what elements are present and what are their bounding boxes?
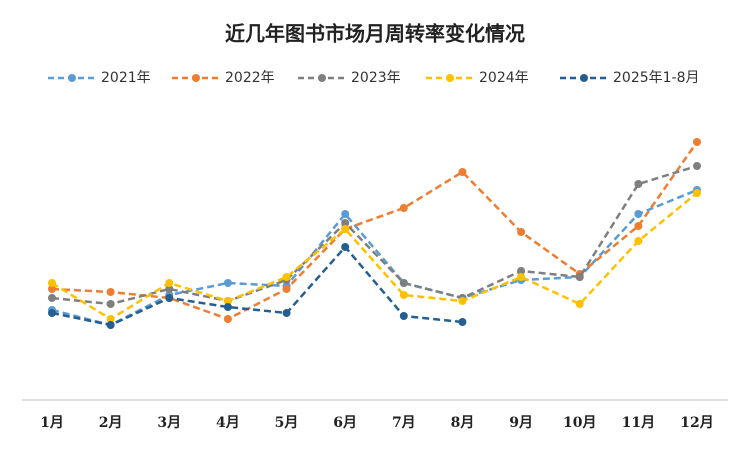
data-point (48, 309, 56, 317)
data-point (693, 138, 701, 146)
x-tick-label: 3月 (157, 415, 181, 431)
data-point (223, 279, 232, 287)
data-point (693, 189, 701, 197)
data-point (399, 312, 408, 320)
legend-marker (68, 74, 76, 82)
data-point (517, 228, 526, 236)
data-point (399, 204, 408, 212)
x-tick-label: 5月 (275, 415, 299, 431)
data-point (341, 210, 350, 218)
data-point (399, 291, 408, 299)
x-tick-label: 6月 (333, 415, 357, 431)
x-tick-label: 7月 (392, 415, 416, 431)
data-point (106, 315, 115, 323)
data-point (517, 267, 526, 275)
data-point (634, 222, 643, 230)
x-tick-label: 10月 (563, 415, 596, 431)
series-line (51, 192, 698, 321)
legend-label: 2024年 (479, 70, 529, 86)
data-point (399, 279, 408, 287)
x-tick-label: 4月 (216, 415, 240, 431)
series-line (51, 245, 463, 327)
data-point (341, 243, 350, 251)
legend-label: 2022年 (225, 70, 275, 86)
legend-marker (446, 74, 454, 82)
data-point (458, 297, 467, 305)
legend-marker (192, 74, 200, 82)
data-point (575, 273, 584, 281)
series-line (51, 164, 698, 306)
data-point (341, 225, 350, 233)
data-point (634, 180, 643, 188)
legend-marker (580, 74, 588, 82)
series-line (51, 188, 698, 327)
x-tick-label: 12月 (680, 415, 713, 431)
x-tick-label: 8月 (451, 415, 475, 431)
x-tick-label: 1月 (40, 415, 64, 431)
chart-title: 近几年图书市场月周转率变化情况 (225, 22, 525, 46)
data-point (106, 300, 115, 308)
data-point (458, 168, 467, 176)
data-point (223, 297, 232, 305)
data-point (48, 285, 56, 293)
data-point (48, 294, 56, 302)
data-point (223, 303, 232, 311)
data-point (106, 288, 115, 296)
data-point (165, 285, 174, 293)
x-tick-label: 2月 (99, 415, 123, 431)
data-point (223, 315, 232, 323)
data-point (165, 294, 174, 302)
series-line (51, 141, 699, 321)
data-point (282, 273, 291, 281)
data-point (282, 309, 291, 317)
data-point (693, 162, 701, 170)
data-point (458, 318, 467, 326)
data-point (575, 300, 584, 308)
data-point (341, 219, 350, 227)
data-point (634, 237, 643, 245)
legend-label: 2021年 (101, 70, 151, 86)
legend-label: 2025年1-8月 (613, 70, 700, 86)
legend-marker (318, 74, 326, 82)
data-point (634, 210, 643, 218)
data-point (165, 279, 174, 287)
x-tick-label: 9月 (509, 415, 533, 431)
legend-label: 2023年 (351, 70, 401, 86)
data-point (517, 273, 526, 281)
x-tick-label: 11月 (622, 415, 655, 431)
data-point (282, 285, 291, 293)
data-point (106, 321, 115, 329)
data-point (48, 279, 56, 287)
